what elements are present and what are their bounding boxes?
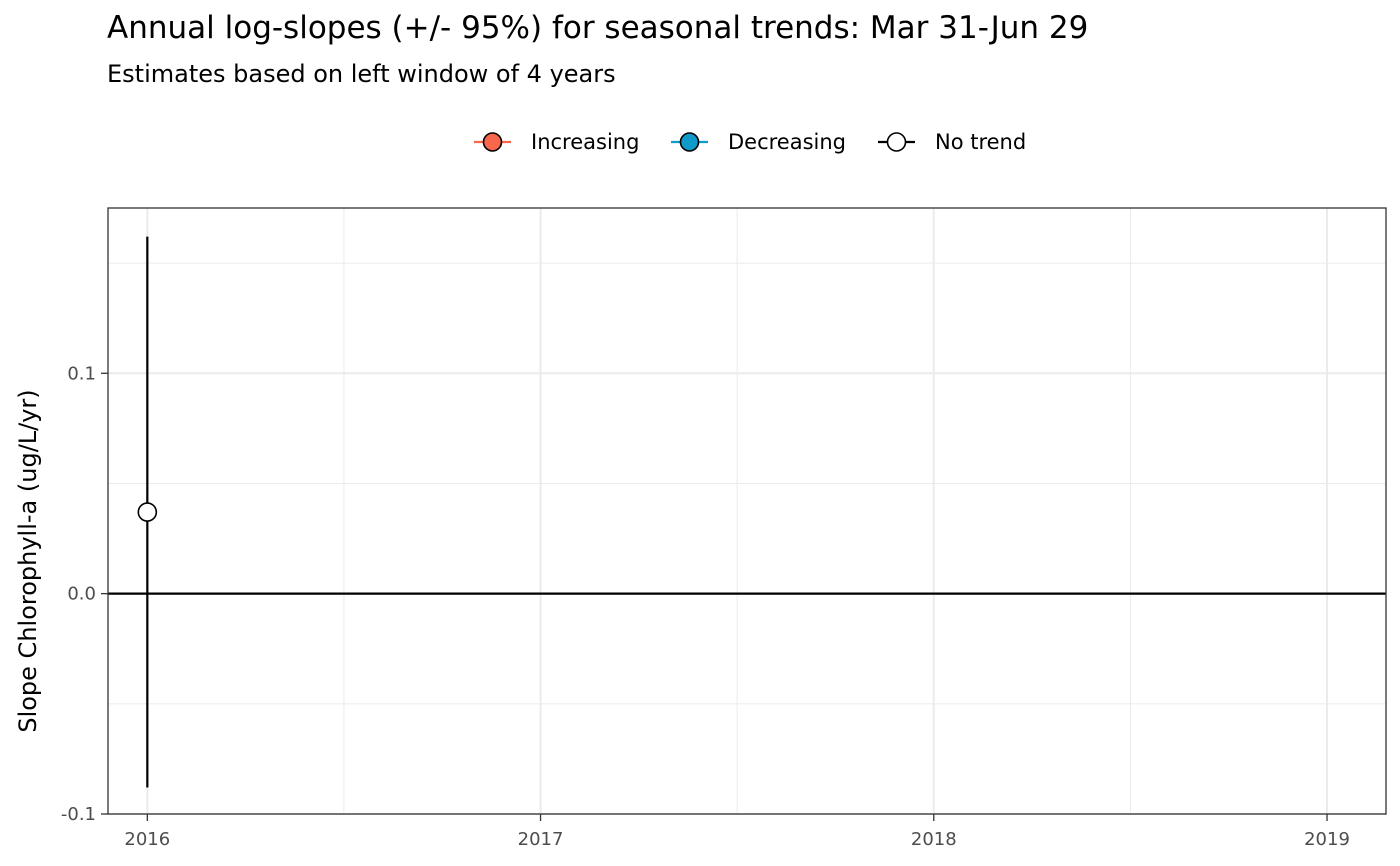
chart-title: Annual log-slopes (+/- 95%) for seasonal… bbox=[107, 10, 1089, 46]
legend-label: Decreasing bbox=[728, 130, 846, 154]
axes: 2016 2017 2018 2019 -0.1 0.0 0.1 Slope Chloroph… bbox=[14, 207, 1387, 850]
legend-key-point bbox=[679, 132, 700, 152]
y-tick-label: 0.0 bbox=[67, 584, 96, 605]
panel-border bbox=[107, 207, 1387, 815]
y-tick-label: 0.1 bbox=[67, 363, 96, 384]
legend-key-point bbox=[482, 132, 503, 152]
x-tick-label: 2019 bbox=[1304, 829, 1350, 850]
data-point bbox=[137, 502, 158, 522]
plot-area bbox=[108, 208, 1386, 815]
legend-key-point bbox=[886, 132, 907, 152]
y-axis-title: Slope Chlorophyll-a (ug/L/yr) bbox=[14, 389, 42, 732]
plot-background bbox=[108, 208, 1386, 814]
chart-subtitle: Estimates based on left window of 4 year… bbox=[107, 60, 616, 88]
legend-label: No trend bbox=[935, 130, 1026, 154]
legend-label: Increasing bbox=[531, 130, 639, 154]
y-tick-label: -0.1 bbox=[61, 804, 96, 825]
x-tick-label: 2017 bbox=[518, 829, 564, 850]
x-tick-label: 2016 bbox=[124, 829, 170, 850]
x-tick-label: 2018 bbox=[911, 829, 957, 850]
legend: Increasing Decreasing No trend bbox=[474, 130, 1026, 154]
